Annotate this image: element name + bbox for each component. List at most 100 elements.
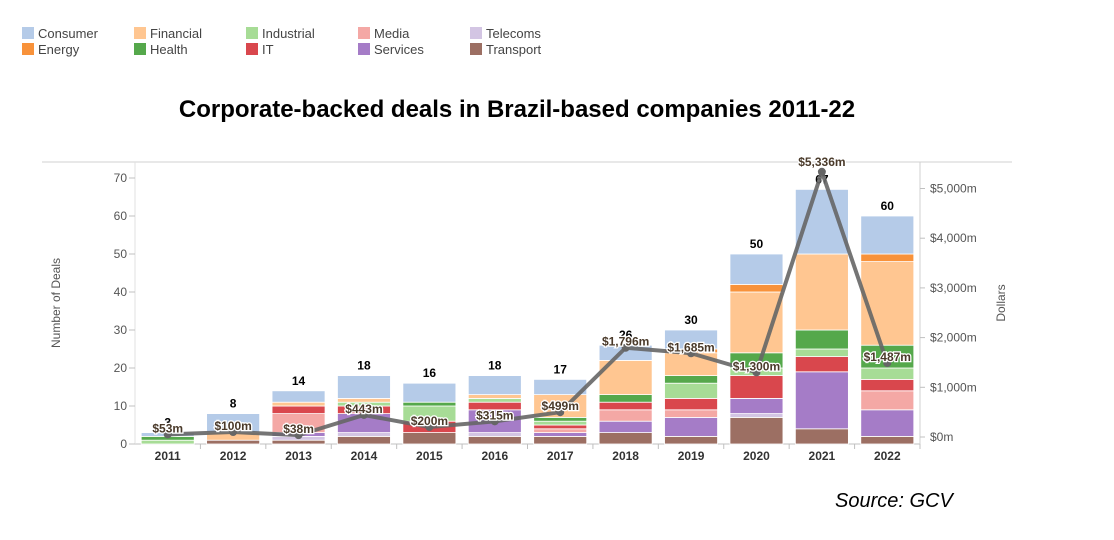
x-tick-label: 2018 (612, 449, 639, 463)
bar-segment-services (598, 420, 653, 434)
bar-total-label: 60 (881, 199, 895, 213)
bar-segment-services (533, 432, 588, 437)
y-tick-label: 10 (114, 399, 128, 413)
bar-segment-it (598, 401, 653, 411)
bar-segment-consumer (664, 329, 718, 350)
bar-total-label: 3 (164, 416, 171, 430)
bar-segment-transport (533, 435, 588, 445)
x-tick-label: 2016 (481, 449, 508, 463)
bar-segment-transport (467, 435, 522, 445)
dollars-point (752, 368, 761, 377)
dollars-point (883, 359, 892, 368)
bar-segment-transport (206, 439, 261, 445)
bar-segment-services (794, 371, 849, 430)
legend-swatch (134, 27, 146, 39)
y2-tick-label: $5,000m (930, 182, 977, 196)
legend-swatch (470, 43, 482, 55)
legend-swatch (358, 27, 370, 39)
legend-item-services: Services (358, 42, 424, 57)
bar-segment-it (794, 356, 849, 373)
bar-segment-it (729, 375, 784, 399)
bar-segment-financial (271, 401, 326, 407)
bar-segment-it (271, 405, 326, 414)
bar-segment-transport (860, 435, 915, 445)
x-tick-label: 2012 (220, 449, 247, 463)
bar-total-label: 30 (684, 313, 698, 327)
bar-total-label: 8 (230, 397, 237, 411)
bar-segment-industrial (533, 420, 588, 426)
bar-segment-health (794, 329, 849, 350)
dollars-point (229, 428, 238, 437)
dollars-label: $1,300m (733, 359, 780, 373)
dollars-point (294, 431, 303, 440)
bar-segment-services (664, 416, 718, 437)
bar-segment-it (860, 378, 915, 392)
y2-tick-label: $1,000m (930, 380, 977, 394)
legend-label: Services (374, 42, 424, 57)
legend-item-financial: Financial (134, 26, 202, 41)
x-tick-label: 2020 (743, 449, 770, 463)
legend-item-industrial: Industrial (246, 26, 315, 41)
y-tick-label: 0 (120, 437, 127, 451)
bar-segment-financial (794, 253, 849, 331)
legend-item-it: IT (246, 42, 274, 57)
legend-swatch (22, 43, 34, 55)
bar-segment-consumer (860, 215, 915, 255)
bar-segment-services (860, 409, 915, 437)
x-tick-label: 2011 (155, 449, 181, 463)
y-tick-label: 40 (114, 285, 128, 299)
bar-segment-telecoms (467, 432, 522, 437)
x-tick-label: 2017 (547, 449, 574, 463)
legend-swatch (470, 27, 482, 39)
dollars-label: $1,487m (864, 350, 911, 364)
y-tick-label: 50 (114, 247, 128, 261)
bar-segment-industrial (860, 367, 915, 380)
legend-label: Consumer (38, 26, 98, 41)
bar-segment-consumer (337, 375, 391, 399)
x-tick-label: 2021 (809, 449, 836, 463)
bar-segment-it (664, 397, 718, 411)
bar-segment-health (598, 394, 653, 403)
y-tick-label: 30 (114, 323, 128, 337)
dollars-point (621, 343, 630, 352)
bar-total-label: 17 (554, 362, 568, 376)
legend-item-energy: Energy (22, 42, 79, 57)
bar-segment-media (664, 409, 718, 418)
legend-label: Health (150, 42, 188, 57)
dollars-label: $1,796m (602, 335, 649, 349)
legend-swatch (246, 43, 258, 55)
x-tick-label: 2019 (678, 449, 705, 463)
y-tick-label: 20 (114, 361, 128, 375)
bar-segment-transport (337, 435, 391, 445)
bar-total-label: 18 (488, 359, 502, 373)
y2-axis-title: Dollars (994, 284, 1008, 321)
bar-segment-transport (271, 439, 326, 445)
bar-segment-media (598, 409, 653, 422)
dollars-label: $100m (214, 419, 251, 433)
x-tick-label: 2013 (285, 449, 312, 463)
dollars-label: $200m (411, 414, 448, 428)
bar-segment-transport (402, 432, 457, 445)
bar-segment-transport (664, 435, 718, 445)
dollars-point (359, 410, 368, 419)
bar-total-label: 26 (619, 328, 633, 342)
dollars-point (490, 417, 499, 426)
dollars-point (163, 430, 172, 439)
legend-item-media: Media (358, 26, 409, 41)
legend-item-health: Health (134, 42, 188, 57)
y2-tick-label: $2,000m (930, 331, 977, 345)
legend-label: Energy (38, 42, 80, 57)
bar-segment-health (664, 375, 718, 384)
y-tick-label: 70 (114, 171, 128, 185)
legend-label: IT (262, 42, 274, 57)
bar-segment-media (533, 428, 588, 433)
bar-total-label: 50 (750, 237, 764, 251)
bar-segment-financial (467, 394, 522, 399)
bar-segment-consumer (271, 390, 326, 403)
x-tick-label: 2014 (351, 449, 378, 463)
bar-segment-energy (729, 283, 784, 293)
legend-item-transport: Transport (470, 42, 541, 57)
legend-swatch (22, 27, 34, 39)
bar-segment-media (860, 390, 915, 411)
